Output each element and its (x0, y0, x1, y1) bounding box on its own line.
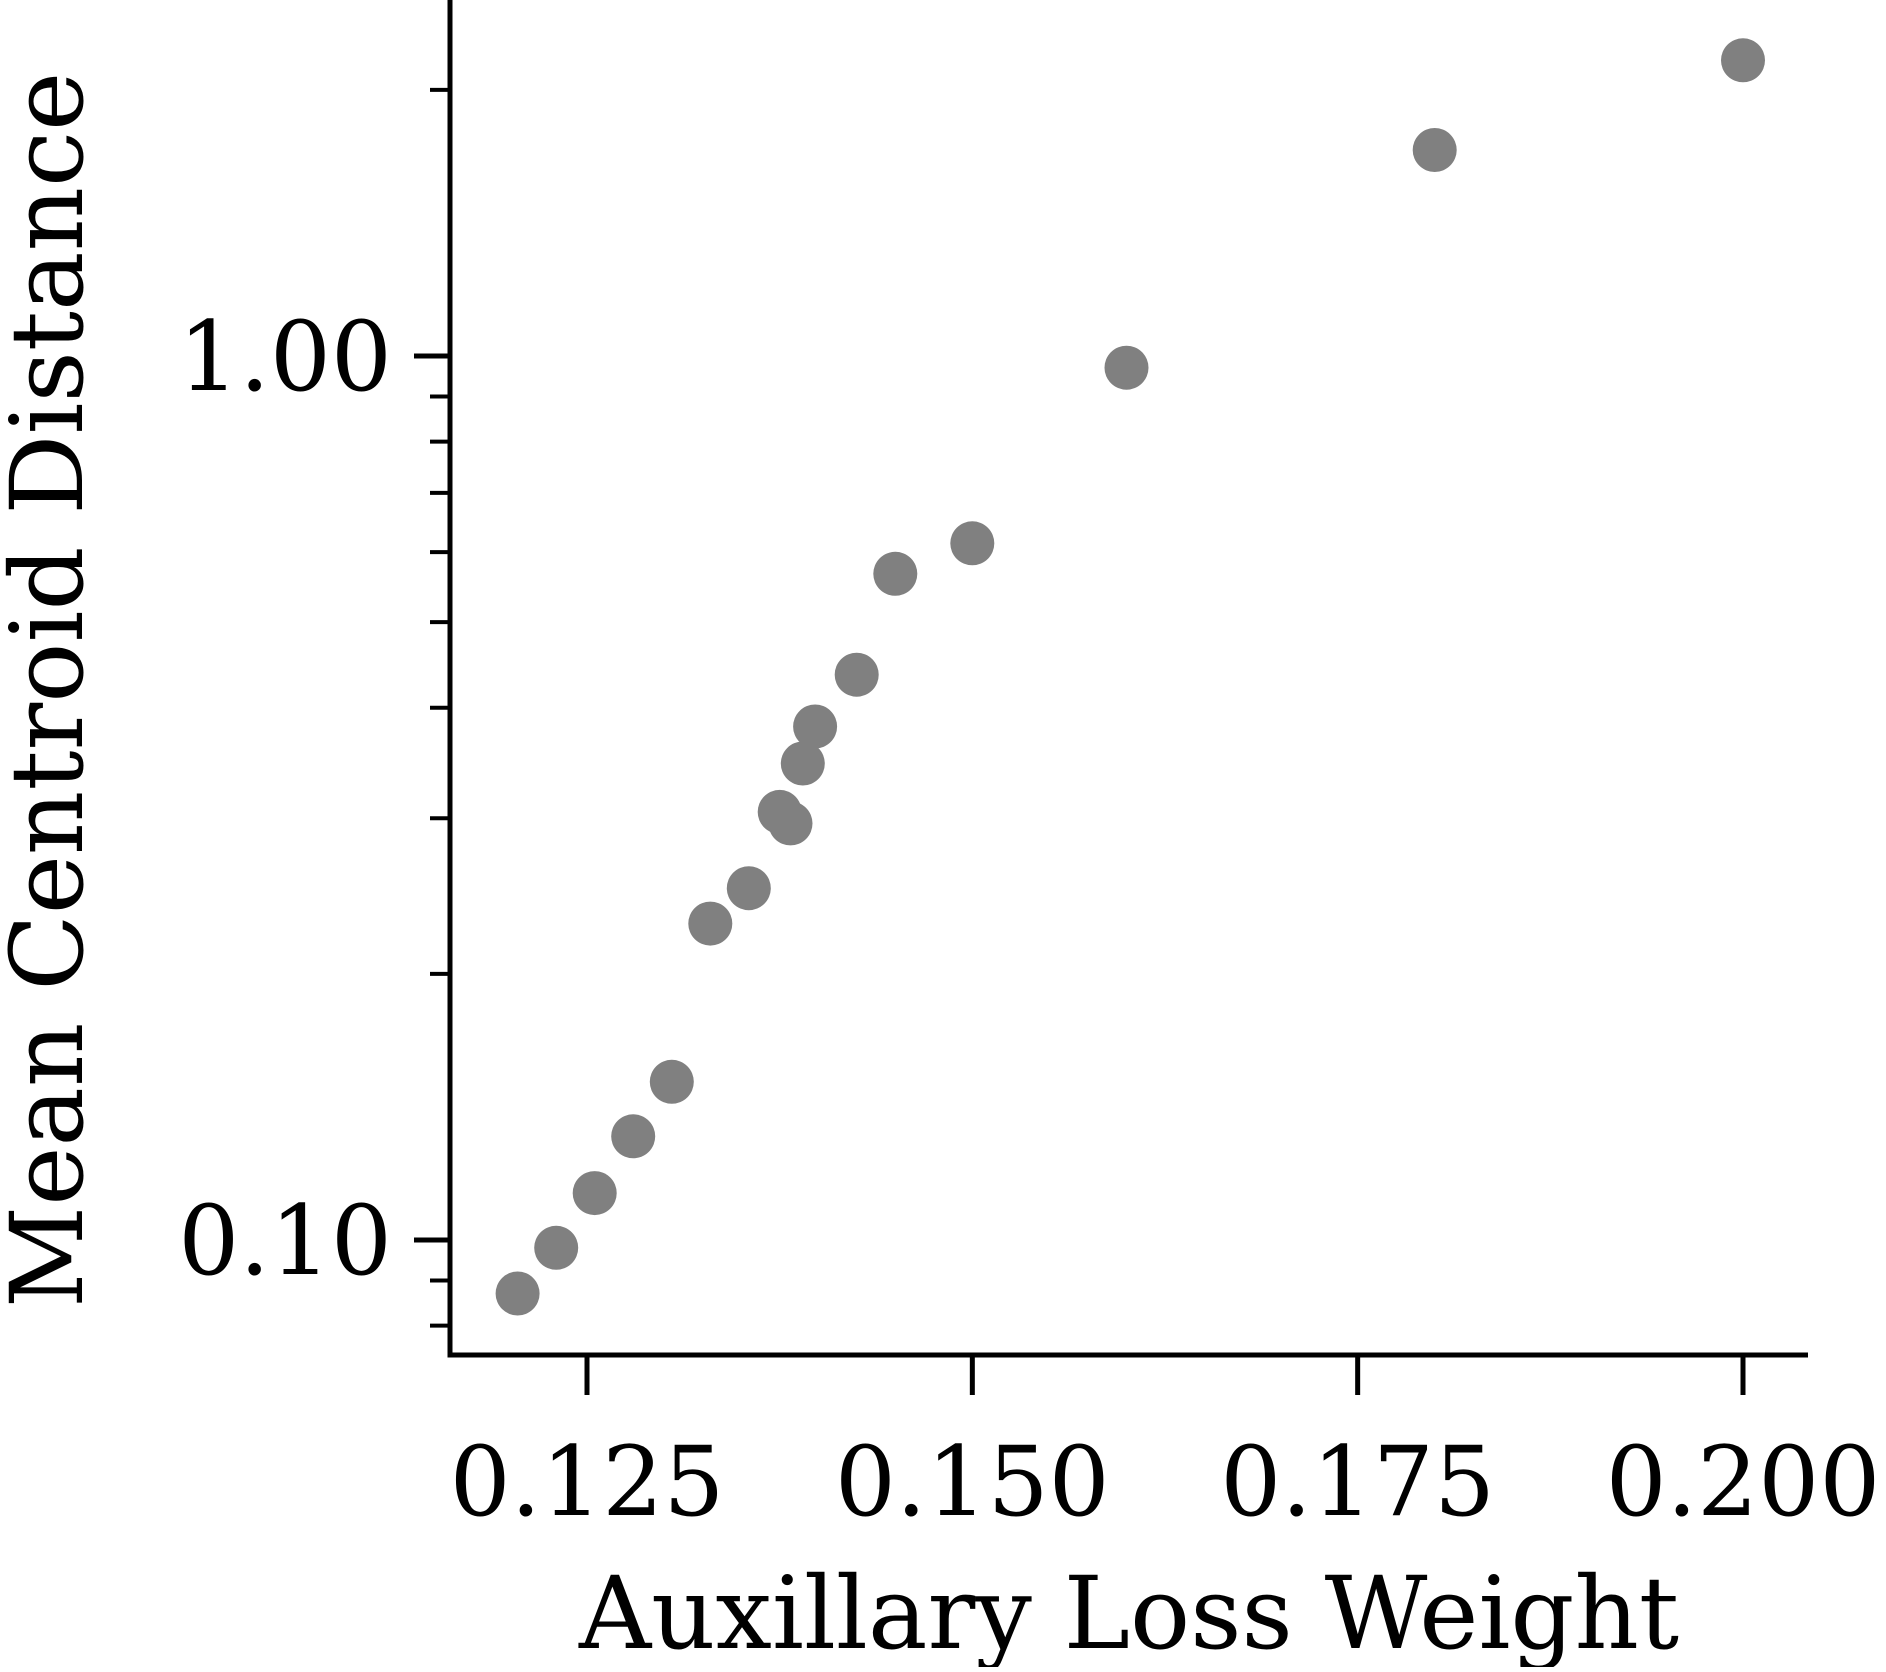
scatter-point (649, 1059, 694, 1104)
scatter-point (834, 652, 879, 697)
scatter-point (950, 521, 995, 566)
scatter-point (768, 801, 813, 846)
scatter-point (1412, 128, 1457, 172)
scatter-point (495, 1271, 540, 1316)
scatter-point (873, 551, 918, 596)
x-ticks-layer: 0.125 0.150 0.175 0.200 (450, 1355, 1881, 1538)
scatter-point (1721, 38, 1765, 83)
scatter-point (572, 1171, 617, 1216)
y-tick-label: 1.00 (178, 301, 392, 413)
scatter-point (726, 866, 771, 911)
y-tick-label: 0.10 (178, 1185, 392, 1297)
points-layer (495, 38, 1765, 1316)
x-tick-label: 0.175 (1220, 1426, 1495, 1538)
y-ticks-layer: 0.10 1.00 (178, 87, 450, 1328)
scatter-point (688, 901, 733, 946)
scatter-point (780, 741, 825, 786)
x-axis-title: Auxillary Loss Weight (578, 1555, 1679, 1667)
y-axis-title: Mean Centroid Distance (0, 72, 106, 1308)
x-tick-label: 0.125 (450, 1426, 725, 1538)
scatter-point (611, 1114, 656, 1159)
scatter-point (1104, 345, 1149, 390)
x-tick-label: 0.150 (835, 1426, 1110, 1538)
scatter-point (534, 1225, 579, 1270)
scatter-point (793, 704, 838, 749)
x-tick-label: 0.200 (1606, 1426, 1881, 1538)
